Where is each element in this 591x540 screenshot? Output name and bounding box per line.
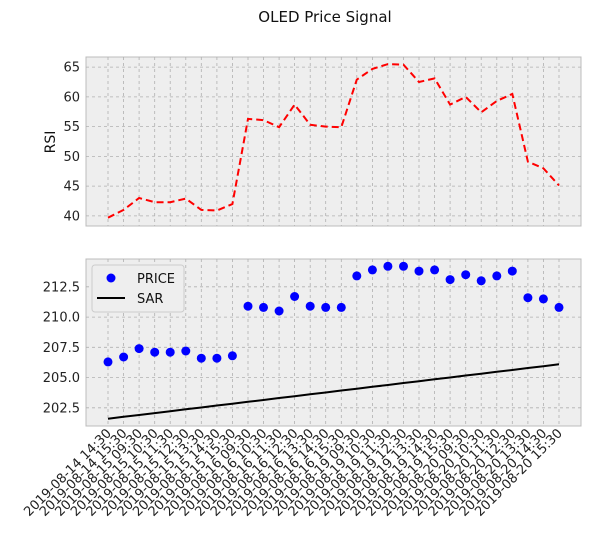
price-point	[321, 302, 331, 312]
rsi-y-tick-label: 60	[63, 90, 80, 105]
price-point	[196, 353, 206, 363]
price-point	[305, 301, 315, 311]
price-point	[227, 351, 237, 361]
price-point	[103, 357, 113, 367]
price-point	[383, 261, 393, 271]
price-point	[367, 265, 377, 275]
price-point	[507, 266, 517, 276]
rsi-y-tick-label: 45	[63, 180, 80, 195]
rsi-series-line	[107, 63, 560, 219]
price-point	[430, 265, 440, 275]
price-point	[445, 275, 455, 285]
price-point	[336, 302, 346, 312]
legend: PRICE SAR	[91, 264, 185, 313]
price-point	[414, 266, 424, 276]
price-point	[119, 352, 129, 362]
legend-label-sar: SAR	[137, 292, 163, 307]
price-point	[554, 302, 564, 312]
price-point	[134, 344, 144, 354]
price-point	[150, 347, 160, 357]
rsi-y-axis-label: RSI	[43, 131, 59, 154]
rsi-y-tick-label: 50	[63, 150, 80, 165]
sar-series-line	[107, 363, 560, 420]
price-point	[259, 302, 268, 312]
price-point	[243, 301, 253, 311]
price-point	[476, 276, 486, 286]
rsi-y-tick-label: 65	[63, 61, 80, 76]
figure-title: OLED Price Signal	[258, 8, 391, 26]
price-point	[492, 271, 502, 281]
price-point	[274, 306, 284, 316]
price-point	[399, 261, 408, 271]
price-point	[212, 353, 222, 363]
legend-marker-price	[106, 273, 116, 283]
price-point	[523, 293, 533, 303]
price-point	[352, 271, 362, 281]
price-y-tick-label: 205.0	[43, 371, 80, 386]
price-point	[165, 347, 175, 357]
price-y-tick-label: 202.5	[43, 401, 80, 416]
price-point	[538, 294, 548, 304]
price-point	[290, 292, 300, 301]
rsi-chart: 40 45 50 55 60 65 RSI	[43, 56, 582, 227]
rsi-y-tick-label: 55	[63, 120, 80, 135]
price-point	[181, 346, 191, 356]
legend-label-price: PRICE	[137, 272, 175, 287]
price-y-tick-label: 207.5	[43, 341, 80, 356]
price-y-tick-label: 212.5	[43, 280, 80, 295]
rsi-plot-area	[85, 56, 582, 227]
price-point	[461, 270, 471, 280]
price-y-tick-label: 210.0	[43, 311, 80, 326]
rsi-y-tick-label: 40	[63, 209, 80, 224]
